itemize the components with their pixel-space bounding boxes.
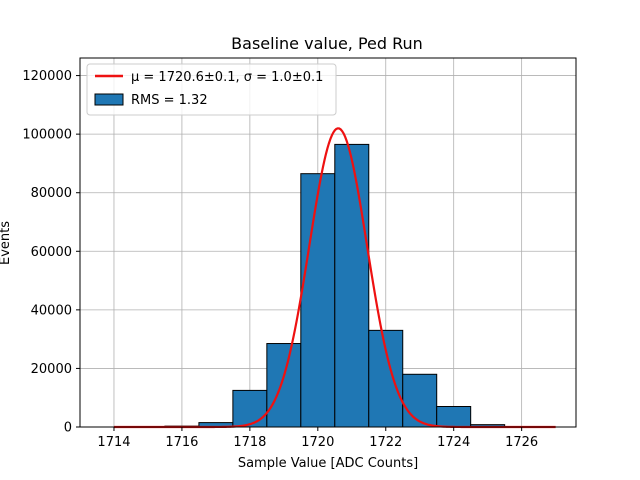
y-axis-ticks: 0 20000 40000 60000 80000 100000 120000 [22, 69, 80, 436]
histogram-bar [368, 329, 404, 428]
chart-title: Baseline value, Ped Run [231, 34, 423, 53]
y-tick-label: 100000 [22, 128, 72, 143]
legend: μ = 1720.6±0.1, σ = 1.0±0.1 RMS = 1.32 [86, 63, 337, 116]
histogram-bar [232, 389, 268, 428]
x-tick-label: 1726 [505, 435, 538, 450]
plot-frame [79, 57, 577, 428]
y-tick-label: 60000 [31, 245, 72, 260]
x-tick-label: 1718 [233, 435, 266, 450]
histogram-bars [130, 143, 540, 428]
y-tick-label: 0 [64, 421, 72, 436]
y-tick-label: 20000 [31, 362, 72, 377]
y-tick-label: 80000 [31, 186, 72, 201]
histogram-bar [334, 143, 370, 428]
histogram-bar [402, 373, 438, 428]
x-tick-label: 1720 [301, 435, 334, 450]
legend-histogram-swatch [94, 93, 124, 106]
legend-box [86, 63, 337, 116]
legend-fit-label: μ = 1720.6±0.1, σ = 1.0±0.1 [131, 70, 323, 85]
x-tick-label: 1722 [369, 435, 402, 450]
x-tick-label: 1714 [97, 435, 130, 450]
legend-histogram-label: RMS = 1.32 [131, 93, 208, 108]
x-tick-label: 1724 [437, 435, 470, 450]
histogram-bar [300, 173, 336, 428]
x-axis-label: Sample Value [ADC Counts] [238, 456, 418, 471]
y-tick-label: 120000 [22, 69, 72, 84]
x-tick-label: 1716 [165, 435, 198, 450]
x-axis-ticks: 1714 1716 1718 1720 1722 1724 1726 [97, 427, 538, 450]
histogram-bar [266, 343, 302, 428]
histogram-bar [436, 406, 472, 428]
y-axis-label: Events [0, 221, 13, 265]
y-tick-label: 40000 [31, 303, 72, 318]
